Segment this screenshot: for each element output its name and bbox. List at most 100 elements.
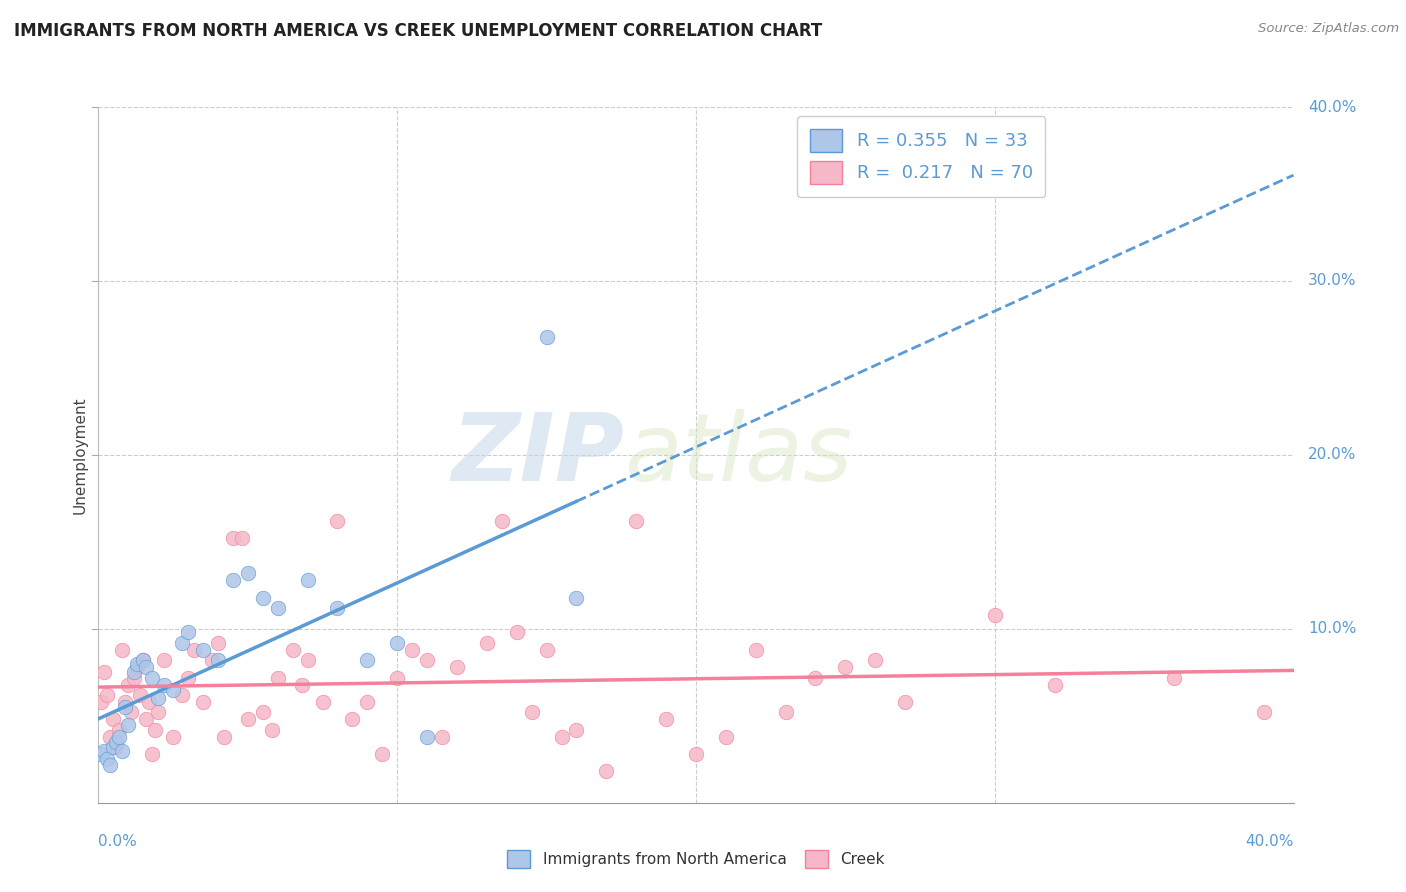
Point xyxy=(267,601,290,615)
Point xyxy=(252,591,274,605)
Point xyxy=(105,735,128,749)
Point xyxy=(297,573,319,587)
Point xyxy=(117,677,139,691)
Point xyxy=(90,747,112,761)
Point xyxy=(93,744,115,758)
Point xyxy=(96,688,118,702)
Point xyxy=(96,752,118,766)
Point xyxy=(172,636,194,650)
Point xyxy=(260,723,283,737)
Point xyxy=(297,653,319,667)
Point xyxy=(111,744,134,758)
Point xyxy=(108,723,131,737)
Point xyxy=(108,730,131,744)
Point xyxy=(281,642,304,657)
Point xyxy=(222,573,245,587)
Point xyxy=(103,740,125,755)
Point xyxy=(290,677,312,691)
Point xyxy=(207,653,229,667)
Point xyxy=(177,625,200,640)
Point xyxy=(127,660,149,674)
Point xyxy=(231,532,253,546)
Point xyxy=(326,601,349,615)
Point xyxy=(103,712,125,726)
Text: IMMIGRANTS FROM NORTH AMERICA VS CREEK UNEMPLOYMENT CORRELATION CHART: IMMIGRANTS FROM NORTH AMERICA VS CREEK U… xyxy=(14,22,823,40)
Point xyxy=(90,695,112,709)
Point xyxy=(385,636,409,650)
Point xyxy=(105,740,128,755)
Point xyxy=(565,591,588,605)
Point xyxy=(416,730,439,744)
Point xyxy=(172,688,194,702)
Point xyxy=(356,695,378,709)
Point xyxy=(141,747,163,761)
Point xyxy=(550,730,572,744)
Text: 40.0%: 40.0% xyxy=(1246,834,1294,849)
Point xyxy=(127,657,149,671)
Point xyxy=(120,706,142,720)
Point xyxy=(326,514,349,528)
Point xyxy=(124,665,146,680)
Point xyxy=(655,712,678,726)
Text: 0.0%: 0.0% xyxy=(98,834,138,849)
Text: atlas: atlas xyxy=(624,409,852,500)
Point xyxy=(624,514,647,528)
Point xyxy=(98,757,122,772)
Point xyxy=(775,706,797,720)
Point xyxy=(135,712,157,726)
Point xyxy=(865,653,887,667)
Point xyxy=(536,329,558,343)
Point xyxy=(191,642,214,657)
Point xyxy=(141,671,163,685)
Point xyxy=(153,653,176,667)
Point xyxy=(183,642,205,657)
Point xyxy=(416,653,439,667)
Point xyxy=(201,653,224,667)
Point xyxy=(93,665,115,680)
Text: ZIP: ZIP xyxy=(451,409,624,501)
Point xyxy=(475,636,498,650)
Text: 40.0%: 40.0% xyxy=(1308,100,1357,114)
Point xyxy=(894,695,917,709)
Point xyxy=(148,706,170,720)
Point xyxy=(114,700,136,714)
Point xyxy=(983,607,1005,622)
Point xyxy=(714,730,737,744)
Point xyxy=(1253,706,1275,720)
Point xyxy=(132,653,155,667)
Point xyxy=(385,671,409,685)
Point xyxy=(356,653,378,667)
Point xyxy=(111,642,134,657)
Point xyxy=(401,642,423,657)
Point xyxy=(177,671,200,685)
Point xyxy=(191,695,214,709)
Legend: Immigrants from North America, Creek: Immigrants from North America, Creek xyxy=(501,842,891,875)
Point xyxy=(153,677,176,691)
Point xyxy=(1043,677,1066,691)
Point xyxy=(222,532,245,546)
Point xyxy=(311,695,333,709)
Point xyxy=(212,730,235,744)
Point xyxy=(536,642,558,657)
Text: 30.0%: 30.0% xyxy=(1308,274,1357,288)
Point xyxy=(1163,671,1185,685)
Point xyxy=(124,671,146,685)
Point xyxy=(114,695,136,709)
Point xyxy=(207,636,229,650)
Point xyxy=(252,706,274,720)
Point xyxy=(595,764,617,779)
Point xyxy=(565,723,588,737)
Point xyxy=(148,691,170,706)
Text: 10.0%: 10.0% xyxy=(1308,622,1357,636)
Point xyxy=(804,671,827,685)
Point xyxy=(162,730,184,744)
Point xyxy=(138,695,160,709)
Point xyxy=(506,625,529,640)
Point xyxy=(162,682,184,697)
Point xyxy=(834,660,856,674)
Point xyxy=(520,706,543,720)
Point xyxy=(446,660,468,674)
Text: Source: ZipAtlas.com: Source: ZipAtlas.com xyxy=(1258,22,1399,36)
Point xyxy=(685,747,707,761)
Point xyxy=(371,747,394,761)
